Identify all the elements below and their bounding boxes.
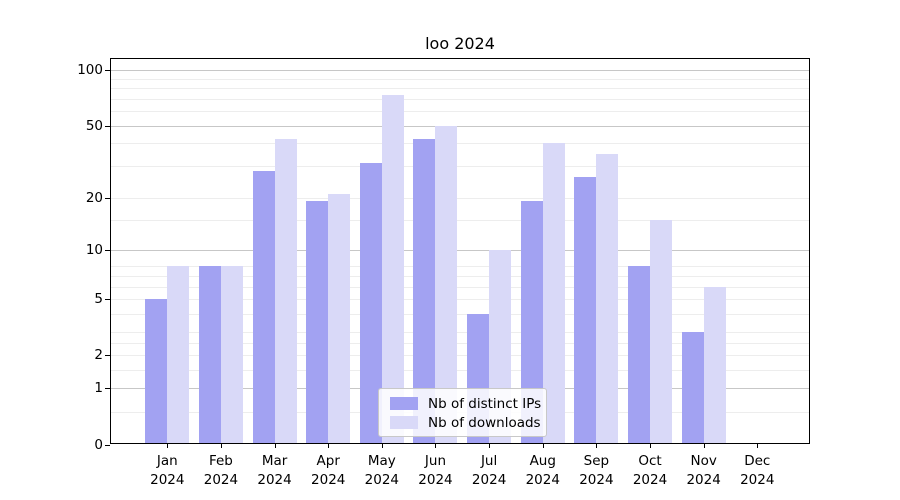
legend-swatch-downloads-icon — [390, 416, 418, 429]
minor-gridline — [111, 370, 809, 371]
bar-downloads-oct — [650, 219, 673, 443]
x-tick-mark — [489, 444, 490, 448]
legend: Nb of distinct IPs Nb of downloads — [378, 388, 547, 437]
y-tick-label: 1 — [94, 380, 103, 397]
x-tick-label: Mar 2024 — [257, 453, 292, 488]
y-tick-mark — [105, 388, 110, 389]
bar-ips-oct — [628, 266, 651, 443]
bar-downloads-jun — [435, 125, 458, 443]
y-tick-label: 10 — [85, 241, 103, 258]
x-tick-mark — [757, 444, 758, 448]
bar-ips-jun — [413, 139, 436, 443]
y-tick-mark — [105, 355, 110, 356]
y-tick-mark — [105, 70, 110, 71]
bar-ips-aug — [520, 201, 543, 443]
minor-gridline — [111, 299, 809, 300]
y-tick-mark — [105, 126, 110, 127]
minor-gridline — [111, 266, 809, 267]
x-tick-mark — [435, 444, 436, 448]
x-tick-label: Nov 2024 — [686, 453, 721, 488]
x-tick-label: Dec 2024 — [740, 453, 775, 488]
bar-downloads-may — [381, 95, 404, 443]
minor-gridline — [111, 355, 809, 356]
plot-area — [110, 58, 810, 444]
x-tick-label: May 2024 — [364, 453, 400, 488]
chart-title: loo 2024 — [425, 34, 495, 53]
minor-gridline — [111, 314, 809, 315]
minor-gridline — [111, 343, 809, 344]
minor-gridline — [111, 287, 809, 288]
bar-downloads-nov — [703, 286, 726, 443]
y-tick-mark — [105, 198, 110, 199]
minor-gridline — [111, 220, 809, 221]
x-tick-label: Jul 2024 — [471, 453, 507, 488]
bar-ips-apr — [306, 201, 329, 443]
x-tick-label: Apr 2024 — [311, 453, 346, 488]
x-tick-mark — [596, 444, 597, 448]
x-tick-label: Jun 2024 — [418, 453, 453, 488]
bar-ips-feb — [198, 266, 221, 443]
y-tick-label: 2 — [94, 347, 103, 364]
bar-ips-may — [359, 163, 382, 443]
x-tick-label: Sep 2024 — [579, 453, 614, 488]
x-tick-mark — [221, 444, 222, 448]
y-tick-mark — [105, 445, 110, 446]
major-gridline — [111, 250, 809, 251]
minor-gridline — [111, 143, 809, 144]
x-tick-mark — [543, 444, 544, 448]
x-tick-mark — [328, 444, 329, 448]
y-tick-label: 50 — [85, 117, 103, 134]
bar-downloads-apr — [328, 193, 351, 443]
bar-ips-jan — [145, 299, 168, 443]
y-tick-label: 5 — [94, 291, 103, 308]
minor-gridline — [111, 111, 809, 112]
minor-gridline — [111, 99, 809, 100]
bar-downloads-aug — [542, 143, 565, 443]
minor-gridline — [111, 276, 809, 277]
y-tick-mark — [105, 250, 110, 251]
legend-label: Nb of downloads — [428, 414, 541, 431]
bar-downloads-jan — [167, 266, 190, 443]
bar-downloads-sep — [596, 153, 619, 443]
legend-label: Nb of distinct IPs — [428, 395, 542, 412]
x-tick-mark — [650, 444, 651, 448]
minor-gridline — [111, 198, 809, 199]
x-tick-label: Feb 2024 — [203, 453, 239, 488]
x-tick-label: Aug 2024 — [525, 453, 560, 488]
minor-gridline — [111, 332, 809, 333]
y-tick-mark — [105, 299, 110, 300]
legend-item-distinct-ips: Nb of distinct IPs — [379, 394, 546, 413]
major-gridline — [111, 70, 809, 71]
bar-downloads-feb — [220, 266, 243, 443]
bar-downloads-mar — [274, 139, 297, 443]
x-tick-mark — [704, 444, 705, 448]
bar-ips-sep — [574, 177, 597, 443]
bar-ips-nov — [681, 332, 704, 443]
y-tick-label: 20 — [85, 189, 103, 206]
x-tick-label: Oct 2024 — [632, 453, 668, 488]
legend-swatch-distinct-ips-icon — [390, 397, 418, 410]
x-tick-label: Jan 2024 — [150, 453, 185, 488]
y-tick-label: 0 — [94, 436, 103, 453]
minor-gridline — [111, 166, 809, 167]
x-tick-mark — [275, 444, 276, 448]
y-tick-label: 100 — [77, 62, 103, 79]
legend-item-downloads: Nb of downloads — [379, 413, 546, 432]
x-tick-mark — [382, 444, 383, 448]
minor-gridline — [111, 79, 809, 80]
major-gridline — [111, 126, 809, 127]
minor-gridline — [111, 88, 809, 89]
x-tick-mark — [167, 444, 168, 448]
bar-ips-mar — [252, 171, 275, 443]
